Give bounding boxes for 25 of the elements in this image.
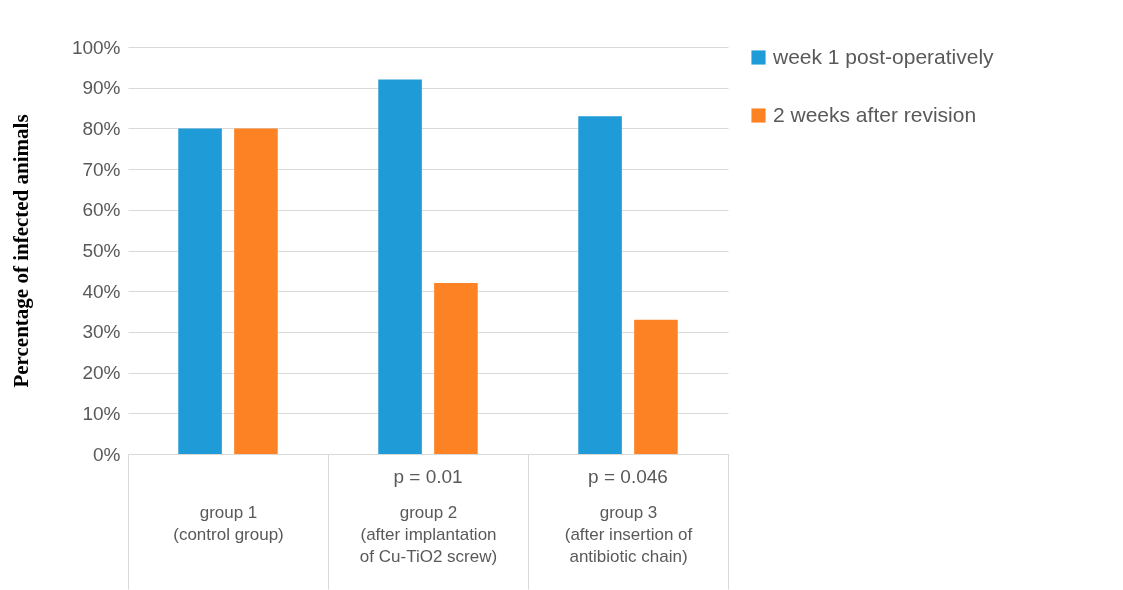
y-tick-label: 80%: [82, 117, 121, 139]
y-tick-label: 40%: [82, 280, 121, 302]
bar: [178, 128, 222, 454]
bar: [578, 116, 622, 454]
y-axis-title: Percentage of infected animals: [8, 114, 33, 388]
y-tick-label: 50%: [82, 240, 121, 261]
y-tick-label: 70%: [82, 158, 121, 180]
y-tick-label: 10%: [82, 402, 121, 424]
bar: [378, 79, 422, 454]
x-tick-label: group 3 (after insertion of antibiotic chain): [564, 502, 693, 566]
legend-label: week 1 post-operatively: [772, 44, 995, 68]
y-tick-label: 20%: [82, 362, 121, 384]
x-tick-label: group 2 (after implantation of Cu-TiO2 screw): [359, 502, 498, 566]
x-tick-label: group 1 (control group): [173, 502, 284, 544]
y-tick-label: 60%: [82, 199, 121, 221]
text: p = 0.046: [588, 466, 668, 487]
bar: [434, 283, 478, 454]
y-tick-label: 30%: [82, 321, 121, 343]
y-tick-label: 100%: [71, 36, 121, 58]
bar: [234, 128, 278, 454]
bar: [634, 319, 678, 454]
legend-label: 2 weeks after revision: [773, 102, 977, 126]
y-tick-label: 0%: [93, 443, 121, 465]
text: p = 0.01: [393, 466, 463, 487]
y-tick-label: 90%: [82, 77, 121, 99]
